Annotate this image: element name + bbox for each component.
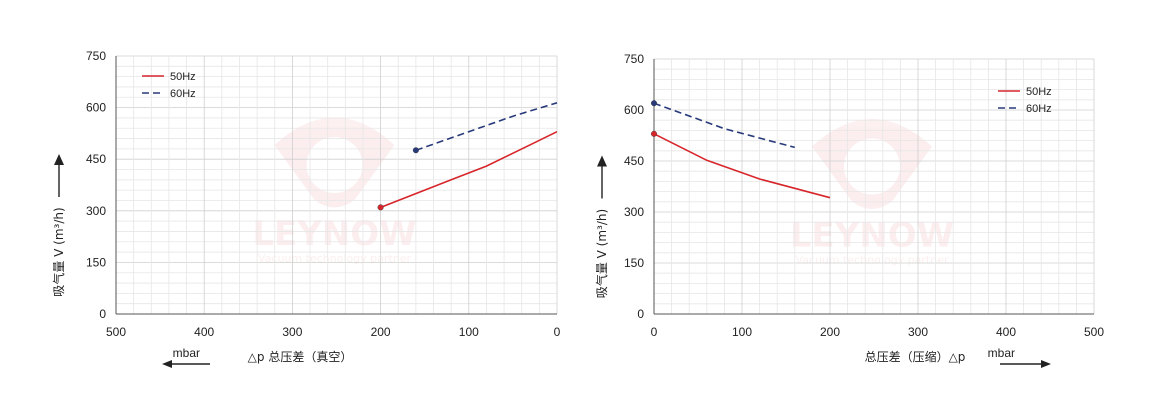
watermark-subtitle: Vacuum technology partner bbox=[258, 252, 411, 265]
grid bbox=[653, 58, 1095, 315]
series-line-50Hz bbox=[653, 133, 831, 199]
watermark-shape bbox=[274, 117, 395, 208]
watermark-hole bbox=[844, 138, 900, 195]
y-tick-label: 750 bbox=[86, 49, 106, 63]
x-tick-label: 200 bbox=[371, 325, 391, 339]
watermark-brand: LEYNOW bbox=[252, 214, 416, 254]
legend-label: 50Hz bbox=[170, 71, 196, 83]
x-axis-label: 总压差（压缩）△p bbox=[865, 349, 966, 364]
legend: 50Hz 60Hz bbox=[142, 71, 196, 100]
x-tick-label: 300 bbox=[282, 325, 302, 339]
y-tick-label: 0 bbox=[637, 307, 644, 321]
legend-label: 60Hz bbox=[1026, 103, 1052, 115]
series-end-point bbox=[377, 204, 384, 211]
x-tick-label: 400 bbox=[194, 325, 214, 339]
y-tick-label: 450 bbox=[624, 154, 644, 168]
watermark-brand: LEYNOW bbox=[790, 216, 954, 256]
y-tick-label: 0 bbox=[99, 307, 106, 321]
series-end-point bbox=[651, 100, 658, 107]
watermark-hole bbox=[306, 137, 363, 193]
watermark-subtitle: Vacuum technology partner bbox=[795, 254, 948, 267]
y-tick-label: 600 bbox=[624, 103, 644, 117]
x-tick-label: 100 bbox=[732, 325, 752, 339]
x-arrow-head bbox=[162, 360, 172, 368]
grid bbox=[115, 55, 558, 315]
y-arrow-head bbox=[597, 155, 607, 167]
watermark-shape bbox=[812, 119, 932, 209]
x-axis-unit: mbar bbox=[988, 346, 1015, 360]
series-line-50Hz bbox=[380, 130, 558, 209]
x-tick-label: 0 bbox=[651, 325, 658, 339]
series-line-60Hz bbox=[653, 102, 796, 149]
x-axis-label: △p 总压差（真空） bbox=[248, 350, 353, 364]
x-tick-label: 100 bbox=[459, 325, 479, 339]
legend: 50Hz 60Hz bbox=[998, 86, 1052, 115]
series-end-point bbox=[412, 147, 419, 154]
x-tick-label: 400 bbox=[996, 325, 1016, 339]
legend-label: 50Hz bbox=[1026, 86, 1052, 98]
x-arrow-head bbox=[1041, 360, 1051, 368]
x-tick-label: 200 bbox=[820, 325, 840, 339]
y-tick-label: 300 bbox=[86, 204, 106, 218]
x-tick-label: 500 bbox=[1084, 325, 1104, 339]
y-axis-label: 吸气量 V (m³/h) bbox=[594, 209, 609, 298]
y-arrow-head bbox=[54, 154, 64, 165]
y-tick-label: 300 bbox=[624, 205, 644, 219]
y-tick-label: 450 bbox=[86, 152, 106, 166]
x-tick-label: 300 bbox=[908, 325, 928, 339]
x-axis-unit: mbar bbox=[173, 346, 200, 360]
y-axis-label: 吸气量 V (m³/h) bbox=[51, 207, 66, 296]
y-tick-label: 750 bbox=[624, 52, 644, 66]
y-tick-label: 150 bbox=[86, 255, 106, 269]
x-tick-label: 500 bbox=[106, 325, 126, 339]
x-tick-label: 0 bbox=[554, 325, 561, 339]
series-end-point bbox=[651, 130, 658, 137]
legend-label: 60Hz bbox=[170, 88, 196, 100]
y-tick-label: 600 bbox=[86, 101, 106, 115]
series-line-60Hz bbox=[415, 102, 558, 152]
y-tick-label: 150 bbox=[624, 256, 644, 270]
